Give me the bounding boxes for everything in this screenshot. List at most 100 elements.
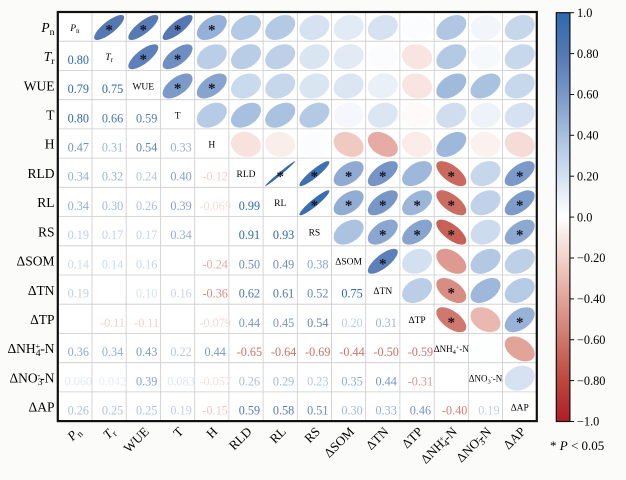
svg-text:RS: RS bbox=[38, 224, 55, 239]
svg-text:0.66: 0.66 bbox=[102, 111, 123, 125]
svg-text:0.38: 0.38 bbox=[307, 257, 328, 271]
svg-text:0.23: 0.23 bbox=[307, 374, 328, 388]
svg-text:ΔNO3--N: ΔNO3--N bbox=[10, 370, 55, 388]
svg-text:T: T bbox=[46, 108, 55, 123]
svg-text:0.39: 0.39 bbox=[170, 199, 191, 213]
svg-text:ΔTN: ΔTN bbox=[373, 287, 392, 297]
svg-text:*: * bbox=[413, 227, 421, 243]
svg-text:*: * bbox=[379, 227, 387, 243]
svg-text:-0.36: -0.36 bbox=[203, 287, 228, 301]
svg-text:0.34: 0.34 bbox=[68, 170, 89, 184]
svg-text:*: * bbox=[448, 227, 456, 243]
svg-text:-0.59: -0.59 bbox=[408, 345, 433, 359]
svg-text:-0.50: -0.50 bbox=[374, 345, 399, 359]
svg-text:0.52: 0.52 bbox=[307, 287, 328, 301]
svg-text:0.16: 0.16 bbox=[170, 287, 191, 301]
svg-text:-0.069: -0.069 bbox=[199, 199, 230, 213]
svg-text:-0.31: -0.31 bbox=[408, 374, 433, 388]
svg-text:0.10: 0.10 bbox=[136, 287, 157, 301]
svg-text:T: T bbox=[175, 112, 181, 122]
svg-text:ΔSOM: ΔSOM bbox=[17, 254, 55, 269]
svg-text:*: * bbox=[448, 315, 456, 331]
svg-text:0.59: 0.59 bbox=[136, 111, 157, 125]
svg-text:* P < 0.05: * P < 0.05 bbox=[550, 438, 604, 453]
svg-text:RLD: RLD bbox=[237, 170, 256, 180]
svg-text:0.25: 0.25 bbox=[102, 404, 123, 418]
svg-text:-0.64: -0.64 bbox=[271, 345, 296, 359]
svg-text:1.0: 1.0 bbox=[577, 6, 592, 20]
svg-text:*: * bbox=[311, 198, 319, 214]
svg-text:*: * bbox=[379, 169, 387, 185]
svg-text:0.54: 0.54 bbox=[307, 316, 328, 330]
svg-text:0.30: 0.30 bbox=[341, 404, 362, 418]
svg-text:0.34: 0.34 bbox=[170, 228, 191, 242]
svg-text:*: * bbox=[140, 23, 148, 39]
svg-text:-0.65: -0.65 bbox=[237, 345, 262, 359]
svg-text:0.060: 0.060 bbox=[65, 374, 92, 388]
svg-text:0.31: 0.31 bbox=[102, 141, 123, 155]
svg-text:0.44: 0.44 bbox=[239, 316, 260, 330]
svg-text:−0.20: −0.20 bbox=[577, 251, 605, 265]
svg-text:0.083: 0.083 bbox=[167, 374, 194, 388]
svg-text:0.80: 0.80 bbox=[68, 111, 89, 125]
svg-text:0.20: 0.20 bbox=[577, 169, 599, 183]
svg-text:*: * bbox=[516, 315, 524, 331]
svg-text:0.17: 0.17 bbox=[136, 228, 157, 242]
svg-text:−0.40: −0.40 bbox=[577, 292, 605, 306]
svg-text:-0.44: -0.44 bbox=[339, 345, 364, 359]
svg-text:0.99: 0.99 bbox=[239, 199, 260, 213]
svg-text:0.40: 0.40 bbox=[577, 129, 599, 143]
svg-text:-0.12: -0.12 bbox=[203, 170, 228, 184]
svg-text:ΔNH4+-N: ΔNH4+-N bbox=[8, 341, 55, 359]
svg-text:0.042: 0.042 bbox=[99, 374, 126, 388]
svg-text:ΔTN: ΔTN bbox=[28, 283, 55, 298]
svg-text:0.33: 0.33 bbox=[170, 141, 191, 155]
svg-text:0.19: 0.19 bbox=[478, 404, 499, 418]
svg-text:*: * bbox=[448, 198, 456, 214]
svg-text:ΔTP: ΔTP bbox=[408, 316, 425, 326]
svg-text:-0.11: -0.11 bbox=[100, 316, 125, 330]
svg-text:0.25: 0.25 bbox=[136, 404, 157, 418]
svg-text:0.45: 0.45 bbox=[273, 316, 294, 330]
svg-text:Tr​: Tr​ bbox=[105, 53, 113, 64]
svg-text:H: H bbox=[208, 141, 215, 151]
svg-text:*: * bbox=[413, 198, 421, 214]
svg-text:−1.0: −1.0 bbox=[577, 415, 599, 429]
svg-text:0.75: 0.75 bbox=[341, 287, 362, 301]
svg-text:0.0: 0.0 bbox=[577, 210, 592, 224]
svg-text:ΔAP: ΔAP bbox=[29, 400, 55, 415]
svg-text:0.40: 0.40 bbox=[170, 170, 191, 184]
svg-text:0.33: 0.33 bbox=[376, 404, 397, 418]
svg-text:0.14: 0.14 bbox=[102, 257, 123, 271]
svg-text:*: * bbox=[345, 198, 353, 214]
svg-text:*: * bbox=[379, 198, 387, 214]
svg-text:Tr​: Tr​ bbox=[44, 49, 56, 67]
svg-text:0.17: 0.17 bbox=[102, 228, 123, 242]
svg-text:-0.15: -0.15 bbox=[203, 404, 228, 418]
svg-text:0.50: 0.50 bbox=[239, 257, 260, 271]
svg-text:0.36: 0.36 bbox=[68, 345, 89, 359]
svg-text:ΔAP: ΔAP bbox=[511, 404, 529, 414]
svg-text:−0.80: −0.80 bbox=[577, 374, 605, 388]
svg-text:H: H bbox=[45, 137, 55, 152]
svg-text:0.19: 0.19 bbox=[68, 287, 89, 301]
svg-text:0.31: 0.31 bbox=[376, 316, 397, 330]
svg-text:*: * bbox=[105, 23, 113, 39]
svg-text:0.80: 0.80 bbox=[68, 53, 89, 67]
svg-text:*: * bbox=[448, 169, 456, 185]
svg-text:0.59: 0.59 bbox=[239, 404, 260, 418]
svg-text:0.47: 0.47 bbox=[68, 141, 89, 155]
svg-text:0.43: 0.43 bbox=[136, 345, 157, 359]
svg-text:*: * bbox=[174, 81, 182, 97]
svg-text:0.34: 0.34 bbox=[68, 199, 89, 213]
svg-text:0.62: 0.62 bbox=[239, 287, 260, 301]
svg-text:*: * bbox=[448, 286, 456, 302]
svg-text:*: * bbox=[311, 169, 319, 185]
svg-text:0.16: 0.16 bbox=[136, 257, 157, 271]
svg-text:0.19: 0.19 bbox=[68, 228, 89, 242]
svg-text:0.93: 0.93 bbox=[273, 228, 294, 242]
svg-text:*: * bbox=[208, 81, 216, 97]
svg-text:*: * bbox=[379, 257, 387, 273]
svg-text:0.26: 0.26 bbox=[136, 199, 157, 213]
svg-text:-0.079: -0.079 bbox=[199, 316, 230, 330]
